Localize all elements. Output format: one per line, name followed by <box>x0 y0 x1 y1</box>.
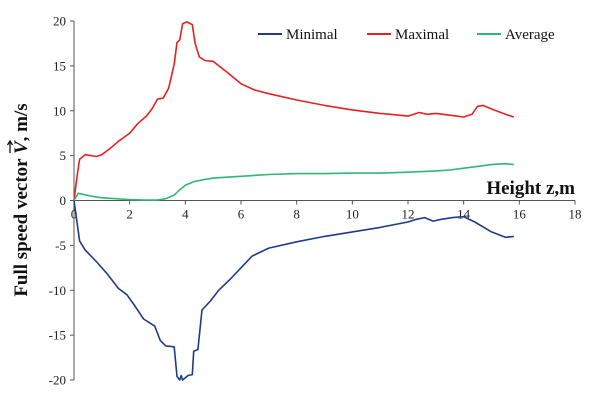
x-tick-label: 0 <box>71 207 78 222</box>
y-tick-label: 0 <box>60 193 67 208</box>
x-tick-label: 4 <box>182 207 189 222</box>
y-tick-label: -15 <box>49 328 66 343</box>
series-line-average <box>73 162 514 201</box>
series-line-maximal <box>73 21 515 201</box>
legend-label-minimal: Minimal <box>286 27 338 43</box>
x-tick-label: 16 <box>513 207 527 222</box>
axis-titles: Height z,m Full speed vector V, m/s <box>6 103 575 297</box>
y-axis-title: Full speed vector V, m/s <box>6 103 32 297</box>
x-tick-label: 8 <box>293 207 300 222</box>
y-tick-label: 15 <box>53 58 66 73</box>
y-tick-label: 20 <box>53 14 66 29</box>
y-axis-title-text: Full speed vector V, m/s <box>11 103 32 296</box>
y-tick-label: 5 <box>60 148 67 163</box>
y-tick-labels: 20 15 10 5 0 -5 -10 -15 -20 <box>49 14 66 388</box>
x-tick-label: 6 <box>238 207 245 222</box>
y-tick-label: -20 <box>49 373 66 388</box>
vector-arrow-head-icon <box>6 139 14 146</box>
x-tick-labels: 0 2 4 6 8 10 12 14 16 18 <box>71 207 582 222</box>
y-tick-label: 10 <box>53 103 66 118</box>
legend: Minimal Maximal Average <box>258 27 555 43</box>
y-tick-label: -10 <box>49 283 66 298</box>
x-axis-title: Height z,m <box>486 178 575 199</box>
series-line-minimal <box>73 200 514 381</box>
x-tick-label: 18 <box>569 207 582 222</box>
legend-label-average: Average <box>505 27 555 43</box>
x-tick-label: 10 <box>346 207 359 222</box>
series-layer <box>73 21 515 381</box>
y-axis-title-suffix: , m/s <box>11 103 32 141</box>
x-tick-label: 12 <box>402 207 415 222</box>
y-axis-title-symbol: V <box>11 140 32 154</box>
y-tick-label: -5 <box>55 238 66 253</box>
x-tick-label: 2 <box>126 207 133 222</box>
y-axis-title-prefix: Full speed vector <box>11 154 32 297</box>
legend-label-maximal: Maximal <box>395 27 449 43</box>
